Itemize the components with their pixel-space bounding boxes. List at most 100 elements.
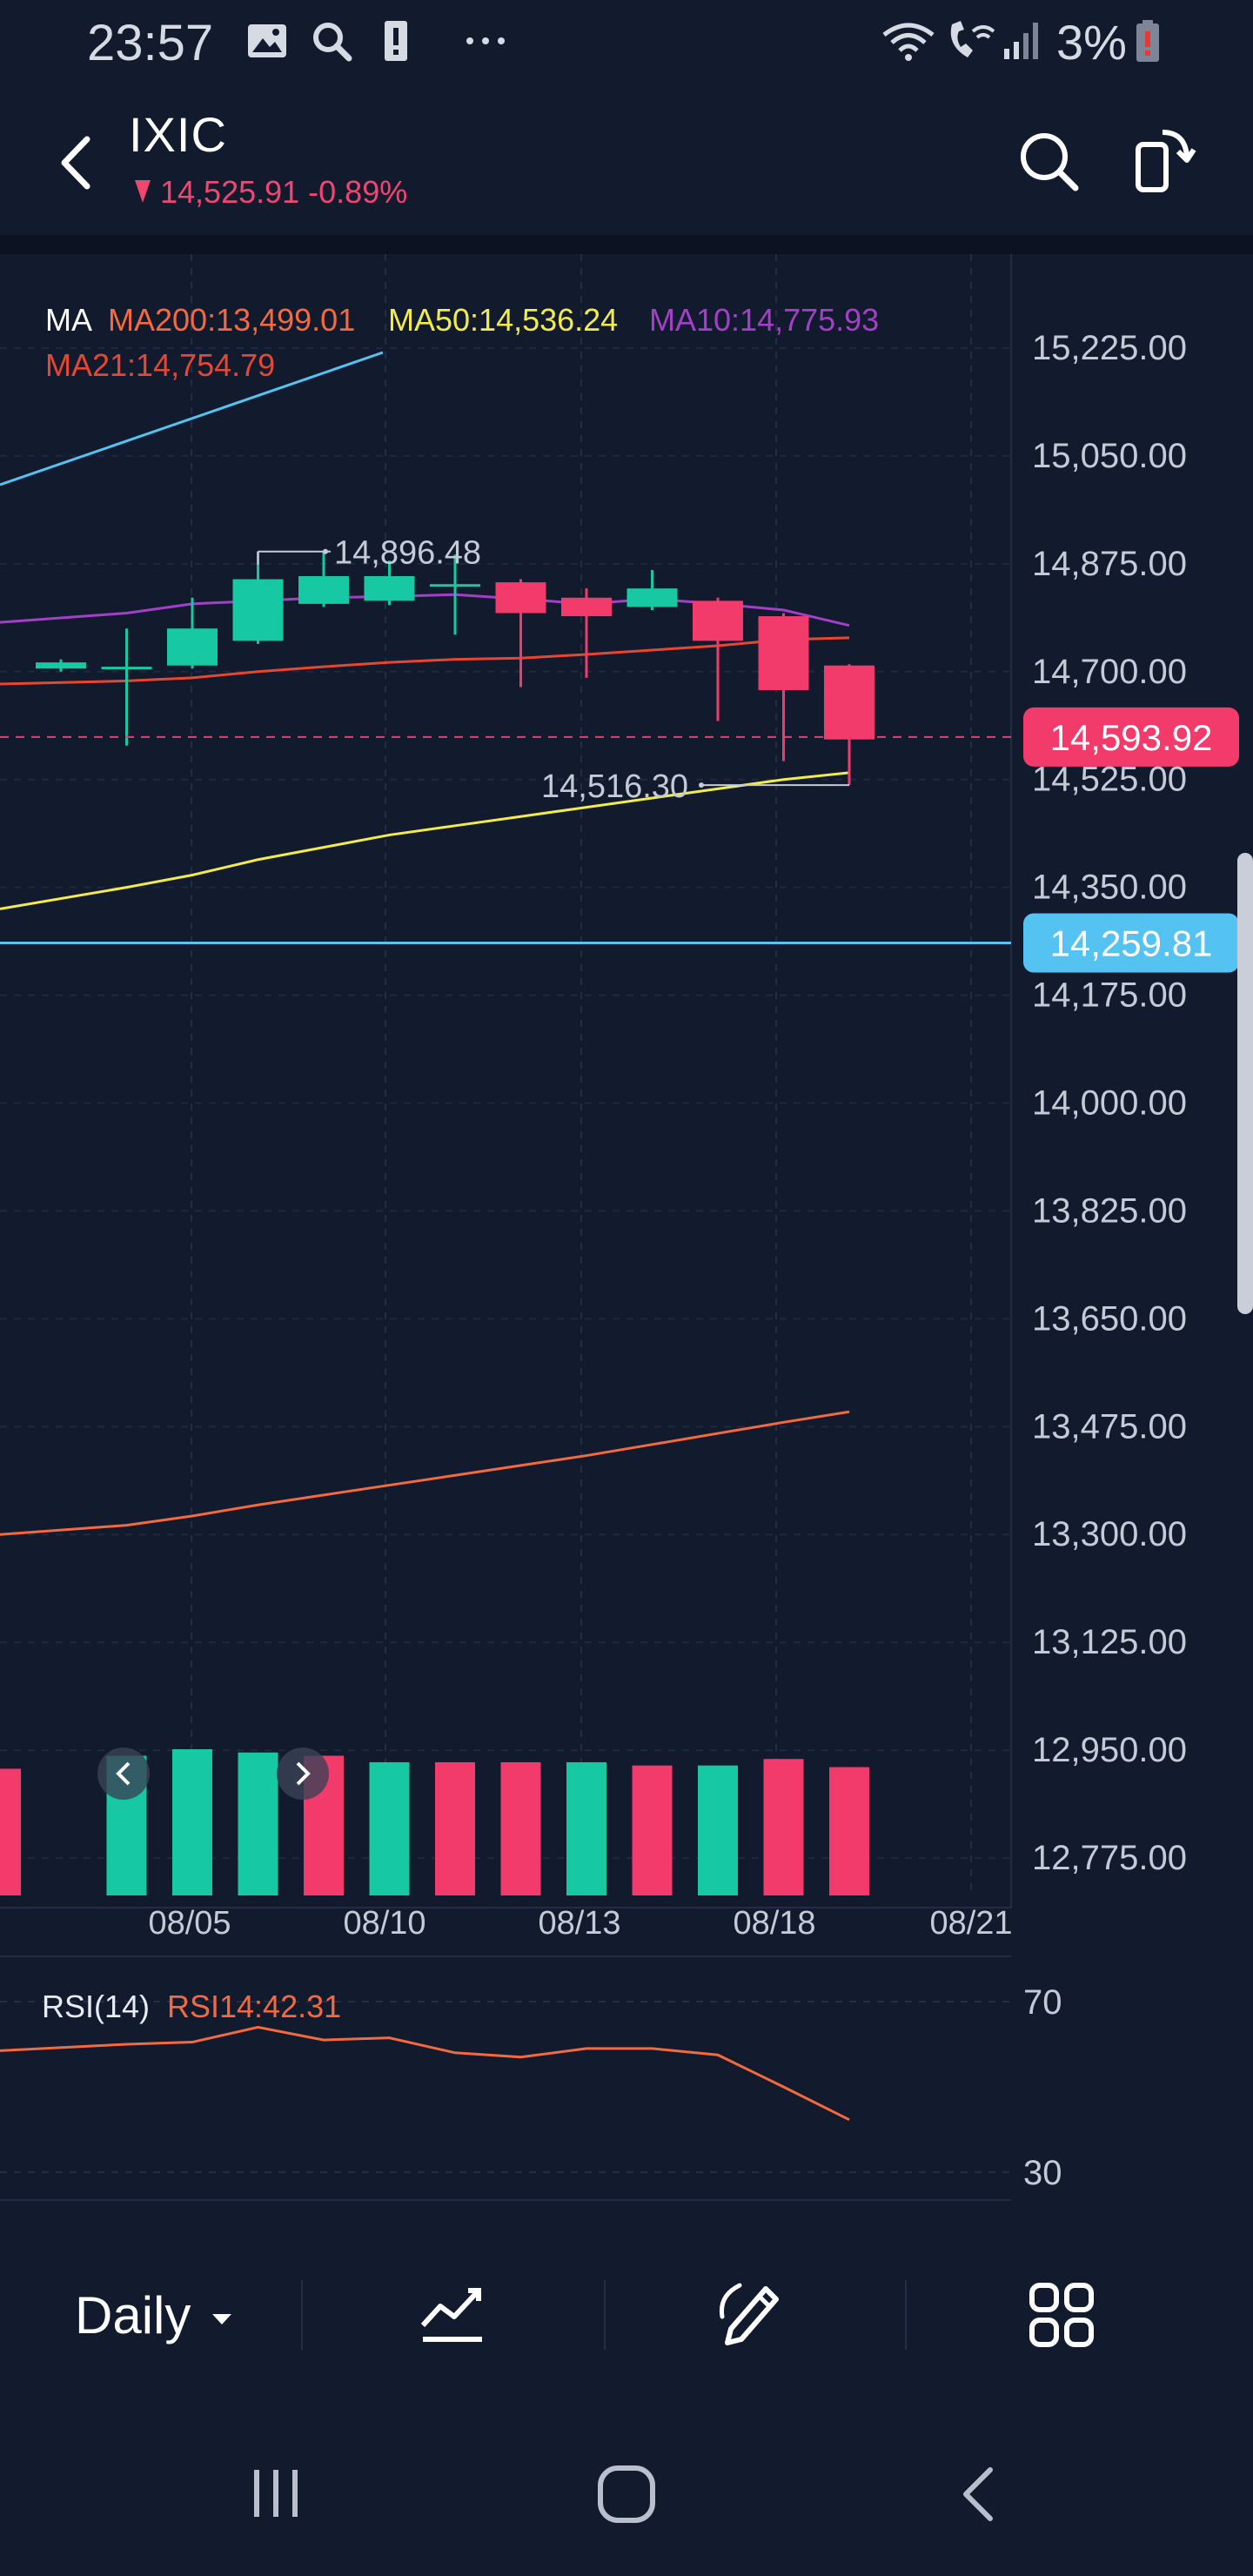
candles <box>36 550 874 786</box>
draw-icon[interactable] <box>719 2278 788 2348</box>
price-tick-label: 14,000.00 <box>1032 1084 1187 1123</box>
scroll-left-button <box>97 1748 150 1800</box>
price-tick-label: 12,950.00 <box>1032 1731 1187 1769</box>
alert-icon <box>385 21 407 61</box>
ma200-line <box>0 1410 850 1536</box>
wifi-call-icon <box>950 21 995 57</box>
period-label: Daily <box>75 2286 191 2345</box>
volume-bar <box>238 1752 278 1895</box>
search-icon <box>313 23 352 62</box>
rotate-screen-icon[interactable] <box>1131 125 1197 195</box>
rsi-label: RSI(14) <box>42 1989 150 2024</box>
price-tick-label: 14,175.00 <box>1032 976 1187 1015</box>
rsi-panel: 70 30 RSI(14) RSI14:42.31 <box>0 1983 1062 2201</box>
price-tick-label: 13,475.00 <box>1032 1407 1187 1446</box>
low-label: 14,516.30 <box>541 768 688 805</box>
date-tick-label: 08/13 <box>538 1905 620 1942</box>
system-nav-bar <box>0 2402 1253 2576</box>
chart-header: IXIC 14,525.91 -0.89% <box>0 87 1253 235</box>
candle-body <box>430 584 480 587</box>
candle-body <box>298 576 349 604</box>
bottom-toolbar: Daily <box>0 2228 1253 2402</box>
chart-annotations: 14,896.48 14,516.30 14,593.92 14,259.81 <box>0 535 1239 973</box>
toolbar-divider <box>905 2280 907 2350</box>
trendline-badge: 14,259.81 <box>1050 923 1213 964</box>
high-label: 14,896.48 <box>334 535 481 572</box>
price-tick-label: 14,525.00 <box>1032 761 1187 799</box>
price-tick-label: 15,225.00 <box>1032 329 1187 367</box>
signal-icon <box>1004 23 1038 59</box>
candle-body <box>693 600 743 641</box>
price-tick-label: 13,650.00 <box>1032 1299 1187 1338</box>
trendline-badge-bg <box>1023 913 1239 973</box>
ma200-label: MA200:13,499.01 <box>108 302 355 338</box>
price-tick-label: 14,350.00 <box>1032 869 1187 907</box>
volume-bar <box>0 1768 21 1895</box>
battery-percent: 3% <box>1056 15 1127 70</box>
last-price-badge-bg <box>1023 707 1239 767</box>
home-icon[interactable] <box>595 2463 658 2526</box>
price-tick-label: 13,825.00 <box>1032 1191 1187 1230</box>
price-tick-label: 14,700.00 <box>1032 653 1187 691</box>
price-axis: 15,225.00 15,050.00 14,875.00 14,700.00 14,5… <box>1032 329 1187 1877</box>
indicator-icon[interactable] <box>418 2282 487 2348</box>
wifi-icon <box>882 23 935 61</box>
scroll-right-button <box>277 1748 329 1800</box>
volume-bar <box>435 1761 475 1895</box>
volume-bar <box>698 1765 738 1895</box>
volume-bars <box>0 1748 869 1895</box>
scroll-handle[interactable] <box>1237 853 1253 1314</box>
price-tick-label: 12,775.00 <box>1032 1839 1187 1877</box>
period-selector[interactable]: Daily <box>75 2285 233 2345</box>
current-price: 14,525.91 <box>160 174 300 210</box>
status-bar: 23:57 3% <box>0 0 1253 87</box>
search-icon[interactable] <box>1016 129 1082 195</box>
ma50-label: MA50:14,536.24 <box>388 302 618 338</box>
chevron-right-icon <box>296 1761 311 1786</box>
rsi-level-label: 70 <box>1023 1983 1062 2022</box>
chevron-left-icon <box>116 1761 131 1786</box>
toolbar-divider <box>301 2280 303 2350</box>
price-tick-label: 13,300.00 <box>1032 1515 1187 1553</box>
volume-bar <box>632 1765 673 1895</box>
candle-body <box>36 662 86 669</box>
candle-body <box>561 597 612 617</box>
candle-body <box>495 582 546 614</box>
date-tick-label: 08/18 <box>733 1905 815 1942</box>
toolbar-divider <box>604 2280 606 2350</box>
recent-apps-icon[interactable] <box>245 2463 306 2524</box>
price-tick-label: 15,050.00 <box>1032 437 1187 475</box>
volume-bar <box>566 1761 606 1895</box>
date-axis: 08/05 08/10 08/13 08/18 08/21 <box>0 1905 1013 1957</box>
low-marker-dot <box>699 782 704 788</box>
date-tick-label: 08/10 <box>343 1905 425 1942</box>
caret-down-icon <box>212 2314 232 2325</box>
rsi-value: RSI14:42.31 <box>167 1989 341 2024</box>
nav-back-icon[interactable] <box>952 2463 1004 2526</box>
ma-legend: MA MA200:13,499.01 MA50:14,536.24 MA10:14,7… <box>45 302 879 383</box>
volume-bar <box>369 1761 410 1895</box>
candle-body <box>232 579 284 641</box>
volume-bar <box>829 1767 869 1895</box>
last-price-badge: 14,593.92 <box>1050 717 1213 758</box>
candle-body <box>101 667 152 670</box>
ma10-label: MA10:14,775.93 <box>649 302 879 338</box>
candle-body <box>167 628 218 666</box>
date-tick-label: 08/05 <box>148 1905 231 1942</box>
rsi-level-label: 30 <box>1023 2154 1062 2192</box>
image-icon <box>248 24 286 57</box>
high-marker-dot <box>323 548 328 554</box>
price-change: 14,525.91 -0.89% <box>139 174 407 211</box>
rsi-line <box>0 2025 850 2122</box>
ma21-label: MA21:14,754.79 <box>45 347 275 383</box>
price-tick-label: 13,125.00 <box>1032 1623 1187 1661</box>
symbol-title: IXIC <box>129 107 227 162</box>
candle-body <box>824 665 874 740</box>
ma50-line <box>0 771 850 910</box>
down-triangle-icon <box>135 180 151 203</box>
candlestick-chart[interactable]: 14,896.48 14,516.30 14,593.92 14,259.81 15,… <box>0 254 1253 2228</box>
date-tick-label: 08/21 <box>929 1905 1012 1942</box>
status-time: 23:57 <box>87 15 214 71</box>
grid-icon[interactable] <box>1027 2280 1096 2350</box>
back-arrow-icon[interactable] <box>54 132 97 193</box>
